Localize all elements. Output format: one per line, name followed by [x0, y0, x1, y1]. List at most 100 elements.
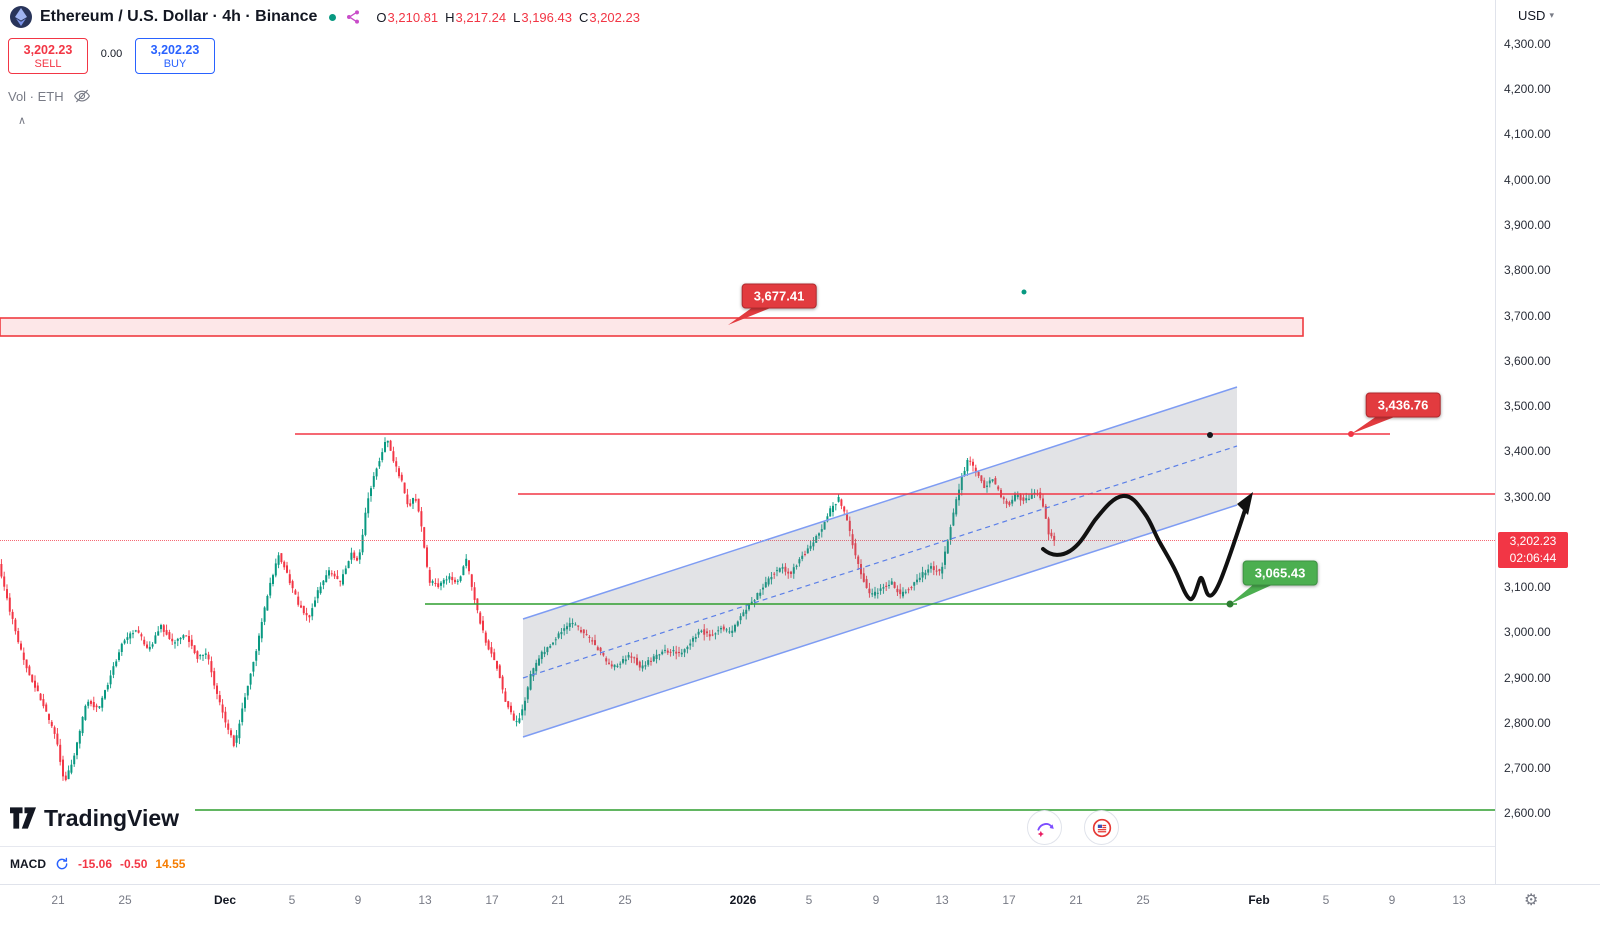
- price-axis-label: 3,800.00: [1504, 263, 1551, 277]
- time-axis[interactable]: ⚙ 21 25 Dec 5 9 13 17 21 25 2026 5 9 13 17 21 25 Feb 5 9 13: [0, 885, 1600, 926]
- flag-icon[interactable]: [1084, 810, 1119, 845]
- channel-bottom-line[interactable]: [522, 504, 1238, 738]
- ohlc-value: 3,217.24: [455, 9, 507, 25]
- time-axis-label: 25: [618, 893, 632, 907]
- candlestick-series[interactable]: [0, 0, 1495, 846]
- chart-main-pane[interactable]: 3,677.41 3,436.76 3,065.43 Ethereum / U.S.…: [0, 0, 1495, 871]
- macd-value: -0.50: [120, 857, 148, 871]
- ohlc-value: 3,210.81: [387, 9, 439, 25]
- anchor-dot[interactable]: [1226, 600, 1234, 608]
- parallel-channel[interactable]: [523, 387, 1237, 737]
- drawings-layer[interactable]: [0, 0, 1495, 846]
- current-price-line: [0, 540, 1495, 541]
- time-axis-label: 13: [1452, 893, 1466, 907]
- anchor-dot[interactable]: [1348, 431, 1354, 437]
- time-axis-label: 9: [1388, 893, 1396, 907]
- projection-arrowhead: [1237, 492, 1253, 515]
- sell-button[interactable]: 3,202.23 SELL: [8, 38, 88, 74]
- ohlc-values: O 3,210.81 H 3,217.24 L 3,196.43 C 3,202.23: [369, 10, 640, 25]
- supply-zone[interactable]: [0, 317, 1304, 337]
- ohlc-value: 3,202.23: [589, 9, 640, 25]
- chevron-down-icon: ▾: [1549, 10, 1554, 20]
- price-axis-label: 3,000.00: [1504, 625, 1551, 639]
- time-axis-label: Dec: [213, 893, 237, 907]
- buy-price: 3,202.23: [150, 42, 200, 57]
- time-axis-label: 25: [118, 893, 132, 907]
- price-axis-label: 3,700.00: [1504, 309, 1551, 323]
- price-callout[interactable]: 3,677.41: [741, 283, 817, 309]
- time-axis-label: 5: [288, 893, 296, 907]
- price-axis-label: 3,300.00: [1504, 490, 1551, 504]
- callout-tail: [1230, 584, 1274, 604]
- time-axis-label: 5: [1322, 893, 1330, 907]
- time-axis-label: 17: [1002, 893, 1016, 907]
- time-axis-label: 21: [551, 893, 565, 907]
- share-icon[interactable]: [345, 9, 361, 25]
- currency-label: USD: [1518, 8, 1546, 23]
- time-axis-label: 9: [872, 893, 880, 907]
- price-axis-label: 3,500.00: [1504, 399, 1551, 413]
- callout-tail: [1351, 416, 1397, 434]
- settings-gear-icon[interactable]: ⚙: [1524, 892, 1539, 909]
- axis-divider-vertical: [1495, 0, 1496, 885]
- currency-selector[interactable]: USD ▾: [1518, 8, 1554, 23]
- price-callout[interactable]: 3,436.76: [1365, 392, 1441, 418]
- current-price-value: 3,202.23: [1509, 534, 1557, 548]
- bar-countdown: 02:06:44: [1509, 551, 1557, 565]
- price-axis-label: 4,000.00: [1504, 173, 1551, 187]
- anchor-dot[interactable]: [1207, 432, 1213, 438]
- watermark-text: TradingView: [44, 805, 180, 831]
- magic-ai-icon[interactable]: [1027, 810, 1062, 845]
- price-axis-label: 4,200.00: [1504, 82, 1551, 96]
- time-axis-label: Feb: [1248, 893, 1270, 907]
- projection-curve[interactable]: [1041, 493, 1248, 602]
- market-status-dot: [329, 13, 337, 21]
- ohlc-value: 3,196.43: [521, 9, 572, 25]
- price-axis-label: 3,400.00: [1504, 444, 1551, 458]
- channel-mid-line: [522, 445, 1238, 679]
- symbol-title[interactable]: Ethereum / U.S. Dollar · 4h · Binance: [40, 8, 318, 25]
- macd-value: -15.06: [78, 857, 113, 871]
- macd-value: 14.55: [155, 857, 186, 871]
- channel-top-line[interactable]: [522, 386, 1238, 620]
- anchor-dot[interactable]: [1021, 289, 1027, 295]
- price-callout[interactable]: 3,065.43: [1242, 560, 1318, 586]
- time-axis-label: 5: [805, 893, 813, 907]
- macd-values: -15.06 -0.50 14.55: [78, 857, 185, 871]
- ohlc-key: L: [513, 9, 521, 25]
- price-axis-label: 2,700.00: [1504, 761, 1551, 775]
- eye-hidden-icon[interactable]: [73, 87, 91, 105]
- time-axis-label: 21: [51, 893, 65, 907]
- tradingview-watermark[interactable]: TradingView: [10, 805, 179, 832]
- price-axis-label: 3,900.00: [1504, 218, 1551, 232]
- axis-divider-horizontal: [0, 884, 1600, 885]
- time-axis-label: 13: [418, 893, 432, 907]
- macd-refresh-icon[interactable]: [55, 857, 69, 871]
- time-axis-label: 9: [354, 893, 362, 907]
- time-axis-label: 17: [485, 893, 499, 907]
- current-price-badge: 3,202.23 02:06:44: [1498, 532, 1568, 568]
- macd-indicator-row: MACD -15.06 -0.50 14.55: [10, 857, 185, 871]
- callout-tail: [728, 307, 773, 325]
- buy-button[interactable]: 3,202.23 BUY: [135, 38, 215, 74]
- volume-indicator-label: Vol · ETH: [8, 88, 64, 104]
- spread-value: 0.00: [100, 48, 123, 60]
- price-axis-label: 3,100.00: [1504, 580, 1551, 594]
- time-axis-label: 21: [1069, 893, 1083, 907]
- price-axis-label: 3,600.00: [1504, 354, 1551, 368]
- price-axis[interactable]: USD ▾ 3,202.23 02:06:44 4,300.00 4,200.00…: [1496, 0, 1600, 884]
- time-axis-label: 13: [935, 893, 949, 907]
- price-axis-label: 4,300.00: [1504, 37, 1551, 51]
- tradingview-logo-icon: [10, 807, 37, 829]
- time-axis-label: 2026: [729, 893, 757, 907]
- sell-label: SELL: [34, 57, 62, 70]
- price-axis-label: 2,600.00: [1504, 806, 1551, 820]
- collapse-legend-chevron[interactable]: ∧: [17, 115, 27, 127]
- time-axis-label: 25: [1136, 893, 1150, 907]
- ohlc-key: H: [445, 9, 455, 25]
- ohlc-key: O: [376, 9, 387, 25]
- pane-divider[interactable]: [0, 846, 1495, 847]
- price-axis-label: 4,100.00: [1504, 127, 1551, 141]
- ethereum-logo-icon: [10, 6, 32, 28]
